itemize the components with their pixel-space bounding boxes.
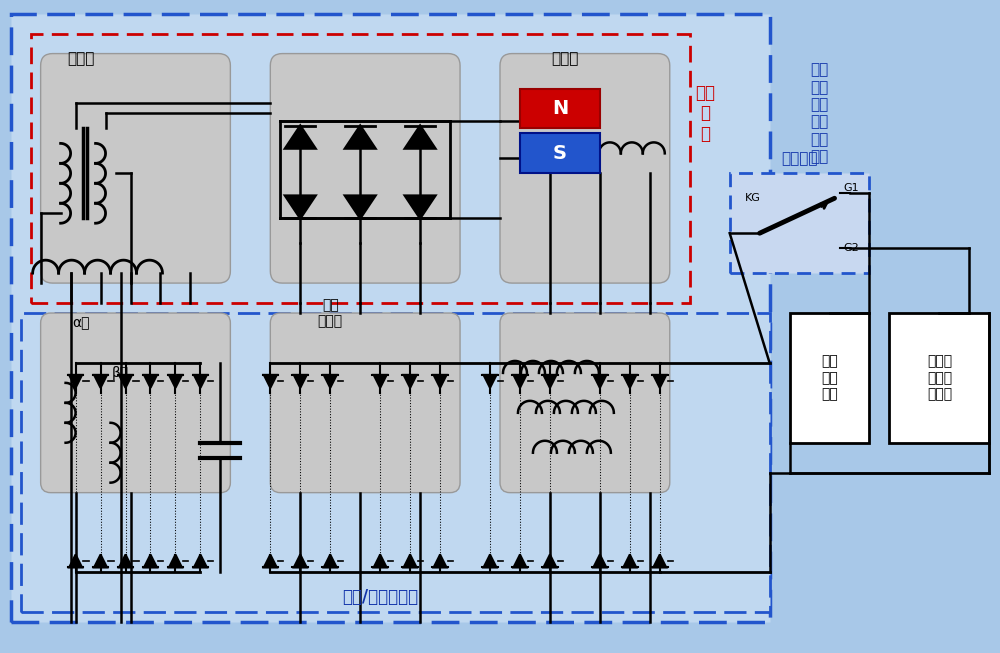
Polygon shape [623, 375, 636, 388]
Bar [11, 14, 770, 622]
Polygon shape [484, 554, 497, 567]
Polygon shape [169, 554, 182, 567]
Polygon shape [324, 375, 337, 388]
Polygon shape [543, 375, 556, 388]
Text: 外部
供电
电源: 外部 供电 电源 [821, 355, 838, 401]
Polygon shape [374, 554, 387, 567]
Polygon shape [345, 196, 375, 218]
Polygon shape [405, 126, 435, 148]
Polygon shape [653, 375, 666, 388]
Polygon shape [169, 375, 182, 388]
Polygon shape [264, 554, 277, 567]
Polygon shape [405, 196, 435, 218]
Polygon shape [285, 126, 315, 148]
Text: KG: KG [745, 193, 761, 203]
Text: G2: G2 [844, 243, 860, 253]
Polygon shape [194, 375, 207, 388]
FancyBboxPatch shape [500, 313, 670, 492]
Polygon shape [404, 375, 417, 388]
Text: 起动/发电控制器: 起动/发电控制器 [342, 588, 418, 607]
Polygon shape [144, 375, 157, 388]
Polygon shape [94, 375, 107, 388]
Text: G1: G1 [844, 183, 860, 193]
Bar [520, 133, 600, 173]
FancyBboxPatch shape [270, 54, 460, 283]
Polygon shape [69, 375, 82, 388]
Polygon shape [543, 554, 556, 567]
Bar [520, 89, 600, 129]
Polygon shape [513, 375, 526, 388]
FancyBboxPatch shape [500, 54, 670, 283]
Polygon shape [285, 196, 315, 218]
FancyBboxPatch shape [41, 54, 230, 283]
Text: 两级
式混
合励
磁起
动发
电机: 两级 式混 合励 磁起 动发 电机 [810, 63, 829, 165]
Text: α相: α相 [72, 316, 89, 330]
Polygon shape [434, 375, 447, 388]
Polygon shape [345, 126, 375, 148]
Bar [31, 33, 690, 303]
Polygon shape [623, 554, 636, 567]
Polygon shape [653, 554, 666, 567]
Polygon shape [144, 554, 157, 567]
Text: N: N [552, 99, 568, 118]
Polygon shape [294, 554, 307, 567]
Bar [21, 313, 770, 613]
Text: 切换开关: 切换开关 [781, 151, 818, 166]
Polygon shape [593, 554, 606, 567]
Polygon shape [374, 375, 387, 388]
Bar [730, 173, 869, 273]
Polygon shape [119, 554, 132, 567]
Polygon shape [94, 554, 107, 567]
Text: S: S [553, 144, 567, 163]
Polygon shape [593, 375, 606, 388]
Polygon shape [484, 375, 497, 388]
Polygon shape [404, 554, 417, 567]
Polygon shape [194, 554, 207, 567]
Text: β相: β相 [112, 366, 129, 380]
Polygon shape [264, 375, 277, 388]
Polygon shape [434, 554, 447, 567]
Text: 旋转
整流器: 旋转 整流器 [318, 298, 343, 328]
Polygon shape [69, 554, 82, 567]
Text: 转子
部
分: 转子 部 分 [695, 84, 715, 143]
Bar [889, 313, 989, 443]
Text: 励磁机: 励磁机 [67, 51, 94, 66]
FancyBboxPatch shape [270, 313, 460, 492]
FancyBboxPatch shape [41, 313, 230, 492]
Polygon shape [324, 554, 337, 567]
Polygon shape [119, 375, 132, 388]
Polygon shape [294, 375, 307, 388]
Text: 机载电
力系统
汇流条: 机载电 力系统 汇流条 [927, 355, 952, 401]
Bar [790, 313, 869, 443]
Text: 主电机: 主电机 [551, 51, 579, 66]
Polygon shape [513, 554, 526, 567]
